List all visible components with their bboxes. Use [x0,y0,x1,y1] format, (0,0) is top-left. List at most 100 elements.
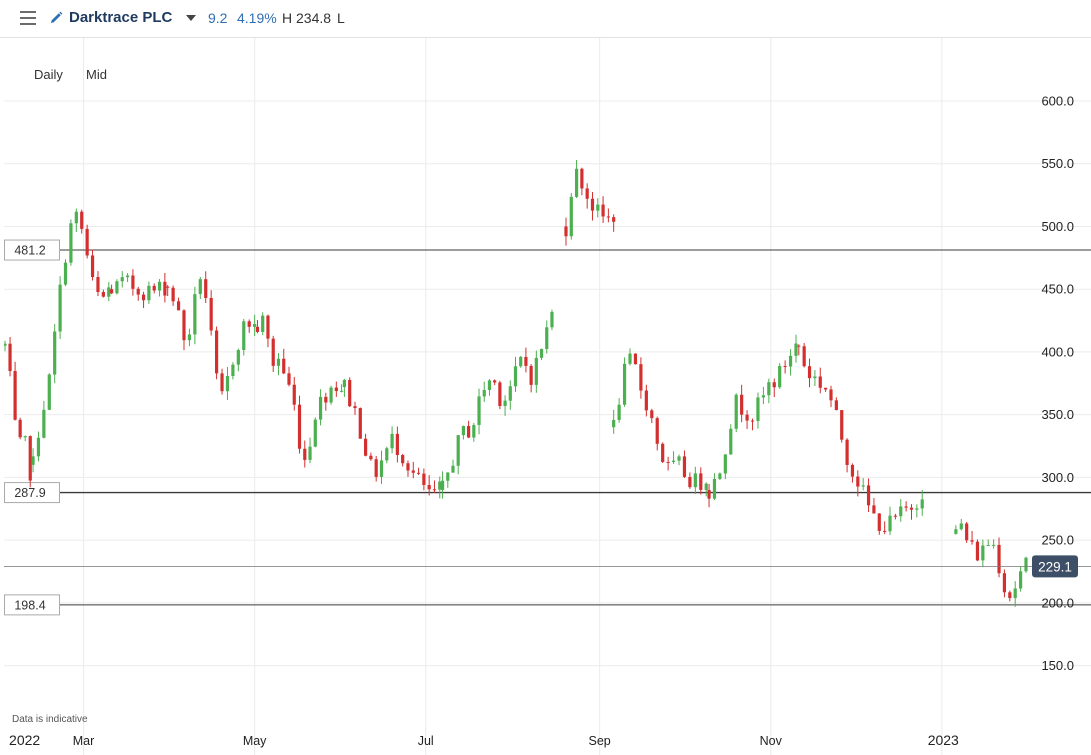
candle-body [628,353,632,364]
candle-body [872,505,876,514]
candle-body [824,387,828,390]
candle-body [750,420,755,422]
candle-body [564,226,568,237]
candle-body [220,373,224,392]
y-tick-label: 550.0 [1041,156,1074,171]
candle-body [115,281,119,294]
candle-body [374,459,378,477]
candle-body [661,443,665,462]
candle-body [90,255,95,277]
level-label-box [4,482,60,504]
candle-body [606,216,610,218]
y-axis: 600.0 550.0 500.0 450.0 400.0 350.0 300.0 250.0… [1041,94,1074,674]
candle-body [975,541,980,561]
candle-body [379,460,384,477]
candle-body [451,465,455,473]
candle-body [590,198,595,211]
candle-body [493,380,497,383]
candle-body [671,460,676,463]
price-chart[interactable]: 481.2 287.9 198.4 600.0 550.0 500.0 450.0 400.… [4,38,1091,755]
candle-body [131,275,135,289]
candle-body [411,470,415,473]
candle-body [699,473,703,490]
candle-body [416,472,421,474]
chart-background [4,38,1091,755]
candle-body [718,473,722,479]
candle-body [353,406,357,409]
candle-body [818,376,822,388]
candle-body [236,350,240,365]
candle-body [369,455,373,460]
candle-body [101,292,105,297]
hamburger-menu-icon[interactable] [20,11,36,25]
y-tick-label: 300.0 [1041,470,1074,485]
x-month-label: Nov [760,734,783,748]
last-price-badge [1032,555,1078,578]
candle-body [915,508,919,510]
candle-body [292,384,296,405]
candle-body [107,287,111,297]
candle-body [498,382,502,406]
candle-body [601,204,605,217]
candle-body [461,426,466,436]
y-tick-label: 200.0 [1041,595,1074,610]
interval-selector[interactable]: Daily [34,67,63,82]
change-percent: 4.19% [237,10,277,26]
level-label: 287.9 [14,486,45,500]
pencil-icon[interactable] [48,10,64,26]
candle-body [829,389,833,401]
candle-body [446,472,450,481]
candle-body [677,456,681,461]
x-month-label: May [243,734,267,748]
candle-body [432,489,437,491]
candle-body [58,284,62,332]
candle-body [63,262,68,285]
candle-body [334,387,338,392]
candle-body [152,285,156,291]
candle-body [513,366,518,387]
candle-body [704,483,708,490]
chart-grid [4,38,1091,755]
candle-body [18,419,22,438]
candle-body [612,419,616,428]
candle-body [438,481,442,490]
price-type-selector[interactable]: Mid [86,67,107,82]
candle-body [1002,573,1007,593]
candle-body [612,217,616,222]
candle-body [767,382,771,396]
candle-body [920,499,924,509]
x-year-label: 2022 [9,732,40,748]
candle-body [997,544,1001,574]
candle-body [965,523,969,541]
candle-body [187,334,192,341]
candle-body [422,473,426,485]
candle-body [282,358,286,374]
level-label: 198.4 [14,598,45,612]
change-absolute: 9.2 [208,10,228,26]
candle-body [313,419,317,447]
instrument-title[interactable]: Darktrace PLC [69,9,173,26]
candle-body [508,386,512,401]
candle-body [970,540,974,542]
candle-body [723,454,727,474]
candle-body [390,433,394,449]
candle-body [401,455,405,464]
candle-body [693,473,697,488]
candle-body [80,211,84,229]
last-price-marker: 229.1 [4,555,1091,578]
candle-body [163,281,167,296]
candle-body [53,331,57,375]
candle-body [261,315,265,332]
candle-body [231,364,235,377]
low-value: L [337,10,345,26]
candle-body [242,321,246,351]
candle-body [783,366,787,368]
y-tick-label: 450.0 [1041,282,1074,297]
x-year-label: 2023 [928,732,959,748]
chevron-down-icon[interactable] [186,15,196,21]
candle-body [688,476,692,488]
candle-body [120,277,124,282]
chart-header: Darktrace PLC 9.2 4.19% H 234.8 L [0,0,1091,38]
candle-body [682,456,687,477]
candle-body [883,530,887,532]
